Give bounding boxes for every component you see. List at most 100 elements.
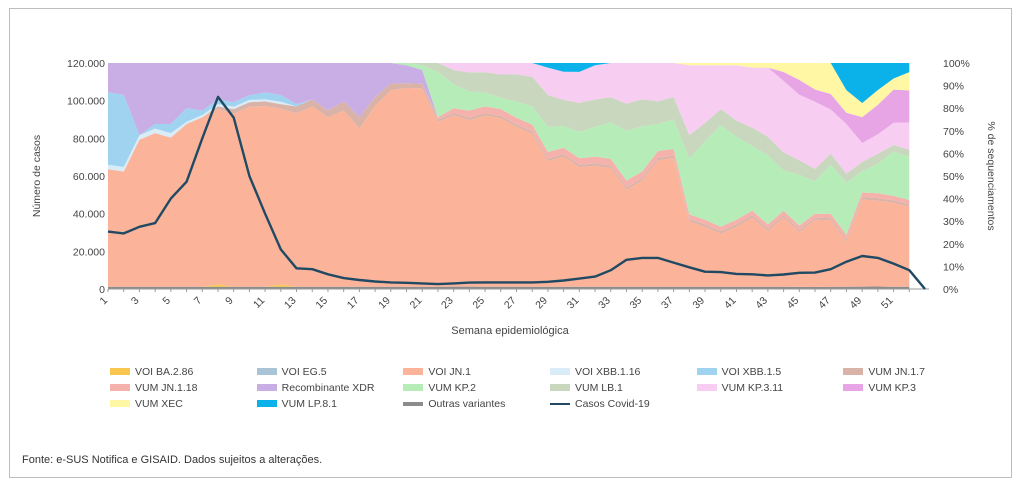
x-tick-label: 11 [251, 295, 267, 311]
area-voi-jn-1 [108, 87, 910, 288]
area-vum-jn-1-18 [108, 83, 910, 240]
y-axis-label-right: % de sequenciamentos [985, 121, 997, 230]
legend-item: VUM XEC [110, 397, 257, 410]
x-tick-label: 23 [439, 295, 456, 312]
x-tick-label: 43 [753, 295, 770, 312]
legend-swatch [110, 368, 130, 375]
y-tick-right: 80% [943, 103, 964, 115]
source-note: Fonte: e-SUS Notifica e GISAID. Dados su… [22, 454, 323, 466]
x-tick-label: 27 [502, 295, 519, 312]
legend-label: VUM KP.2 [428, 381, 476, 394]
y-tick-left: 100.000 [67, 96, 105, 108]
legend-swatch [110, 400, 130, 407]
legend-label: Recombinante XDR [281, 381, 375, 394]
legend-swatch [403, 401, 424, 406]
x-tick-label: 51 [879, 295, 896, 312]
legend-swatch [696, 368, 717, 375]
legend-item: VUM LB.1 [550, 381, 697, 394]
line-casos-covid-19 [107, 95, 926, 290]
legend: VOI BA.2.86 VOI EG.5 VOI JN.1 VOI XBB.1.16 V… [110, 365, 990, 410]
x-tick-label: 35 [628, 295, 645, 312]
x-tick-label: 1 [98, 295, 111, 308]
x-tick-label: 47 [816, 295, 833, 312]
y-tick-left: 0 [99, 284, 105, 296]
legend-item: VUM JN.1.7 [843, 365, 990, 378]
y-tick-right: 90% [943, 81, 964, 93]
y-tick-right: 70% [943, 126, 964, 138]
legend-item: VOI EG.5 [256, 365, 404, 378]
legend-label: VOI JN.1 [428, 365, 471, 378]
legend-swatch [256, 384, 277, 391]
x-tick-label: 17 [345, 295, 362, 312]
y-axis-label-left: Número de casos [31, 135, 43, 217]
legend-label: VUM JN.1.18 [135, 381, 198, 394]
x-tick-label: 41 [722, 295, 739, 312]
y-tick-right: 30% [943, 216, 964, 228]
legend-item: Recombinante XDR [256, 381, 404, 394]
legend-swatch [696, 384, 717, 391]
y-tick-left: 40.000 [73, 209, 105, 221]
legend-swatch [256, 400, 277, 407]
legend-item: VOI BA.2.86 [110, 365, 257, 378]
x-tick-label: 3 [129, 295, 142, 308]
y-tick-right: 60% [943, 148, 964, 160]
legend-label: VUM JN.1.7 [868, 365, 925, 378]
area-outras-variantes [108, 286, 910, 289]
area-vum-kp-2 [108, 63, 910, 235]
y-tick-right: 0% [943, 284, 958, 296]
x-tick-label: 9 [223, 295, 236, 308]
y-tick-right: 100% [943, 58, 970, 70]
y-tick-left: 60.000 [73, 171, 105, 183]
x-tick-label: 49 [848, 295, 865, 312]
legend-swatch [550, 402, 570, 405]
legend-swatch [403, 384, 424, 391]
legend-swatch [550, 384, 570, 391]
y-tick-right: 40% [943, 194, 964, 206]
x-tick-label: 19 [376, 295, 393, 312]
x-axis-label: Semana epidemiológica [451, 325, 569, 337]
area-vum-kp-3-11 [108, 63, 910, 174]
legend-label: Casos Covid-19 [575, 397, 650, 410]
x-tick-label: 45 [785, 295, 802, 312]
legend-swatch [843, 368, 864, 375]
legend-label: VUM KP.3.11 [721, 381, 784, 394]
legend-swatch [843, 384, 864, 391]
legend-item: VUM KP.3.11 [696, 381, 844, 394]
legend-label: VUM KP.3 [868, 381, 916, 394]
legend-item: Casos Covid-19 [550, 397, 697, 410]
y-tick-right: 20% [943, 239, 964, 251]
legend-label: VOI XBB.1.5 [721, 365, 782, 378]
legend-label: VOI XBB.1.16 [575, 365, 641, 378]
variant-areas [108, 63, 910, 289]
x-tick-label: 37 [659, 295, 676, 312]
y-tick-left: 80.000 [73, 133, 105, 145]
chart-frame [9, 8, 1012, 478]
area-vum-lb-1 [108, 63, 910, 183]
legend-swatch [110, 384, 130, 391]
legend-label: Outras variantes [428, 397, 506, 410]
legend-item: VUM JN.1.18 [110, 381, 257, 394]
legend-item: VUM KP.2 [403, 381, 550, 394]
x-tick-label: 31 [565, 295, 582, 312]
legend-label: VUM LB.1 [575, 381, 623, 394]
legend-label: VUM XEC [135, 397, 183, 410]
cases-line [107, 95, 926, 290]
legend-item: Outras variantes [403, 397, 550, 410]
x-tick-label: 25 [470, 295, 487, 312]
legend-item: VUM KP.3 [843, 381, 990, 394]
x-tick-label: 29 [533, 295, 550, 312]
legend-label: VOI BA.2.86 [135, 365, 194, 378]
y-tick-right: 50% [943, 171, 964, 183]
x-tick-label: 21 [408, 295, 425, 312]
x-tick-label: 39 [690, 295, 707, 312]
y-tick-left: 20.000 [73, 246, 105, 258]
x-tick-label: 15 [313, 295, 330, 312]
legend-label: VUM LP.8.1 [281, 397, 337, 410]
legend-swatch [256, 368, 277, 375]
y-tick-right: 10% [943, 261, 964, 273]
legend-item: VUM LP.8.1 [256, 397, 404, 410]
legend-item: VOI XBB.1.16 [550, 365, 697, 378]
y-tick-left: 120.000 [67, 58, 105, 70]
area-vum-xec [108, 63, 910, 118]
legend-item: VOI XBB.1.5 [696, 365, 844, 378]
